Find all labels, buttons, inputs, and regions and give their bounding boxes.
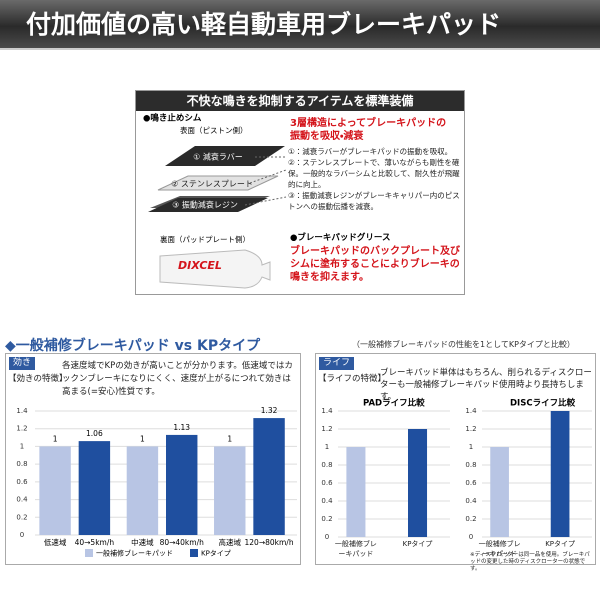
- comparison-title: ◆一般補修ブレーキパッド vs KPタイプ: [5, 338, 261, 354]
- value-label: 1: [140, 434, 145, 443]
- y-tick-label: 0.2: [321, 515, 332, 523]
- shim-layer-2: [157, 175, 279, 191]
- comparison-note: （一般補修ブレーキパッドの性能を1としてKPタイプと比較）: [352, 340, 575, 349]
- value-label: 1.32: [261, 406, 278, 415]
- y-tick-label: 1: [469, 443, 473, 451]
- bar: [214, 446, 246, 535]
- shim-layer-3: [148, 198, 268, 212]
- shim-layer-1: [165, 146, 285, 166]
- grease-tube: [159, 249, 271, 289]
- y-tick-label: 1.2: [465, 425, 476, 433]
- y-tick-label: 1: [20, 442, 24, 450]
- y-tick-label: 0: [469, 533, 473, 541]
- y-tick-label: 1.4: [465, 407, 477, 415]
- bar: [408, 429, 428, 537]
- x-tick-label: 高速域: [219, 537, 242, 547]
- life-panel: [315, 353, 596, 565]
- bar: [78, 441, 111, 535]
- brand-label: DIXCEL: [178, 259, 222, 272]
- chart-title: PADライフ比較: [363, 398, 425, 409]
- y-tick-label: 0.4: [321, 497, 333, 505]
- value-label: 1.06: [86, 429, 103, 438]
- y-tick-label: 0.4: [16, 496, 28, 504]
- bar: [39, 446, 71, 535]
- y-tick-label: 0.2: [465, 515, 476, 523]
- layer-label: ② ステンレスプレート: [171, 180, 253, 189]
- y-tick-label: 0.8: [321, 461, 332, 469]
- x-tick-label: 一般補修ブレーキパッド: [478, 540, 521, 558]
- feature-heading: 【効きの特徴】: [8, 374, 68, 384]
- footnote: ※ディスクローターは同一品を使用。ブレーキパッドの変更した時のディスクローターの…: [470, 552, 590, 572]
- x-tick-sublabel: 40→5km/h: [75, 538, 115, 547]
- value-label: 1: [227, 434, 232, 443]
- layer-label: ① 減衰ラバー: [193, 152, 243, 162]
- note: ③：振動減衰レジンがブレーキキャリパー内のピストンへの振動伝播を減衰。: [288, 191, 460, 211]
- layer-label: ③ 振動減衰レジン: [172, 200, 238, 210]
- x-tick-label: KPタイプ: [402, 540, 433, 548]
- y-tick-label: 0.8: [16, 460, 27, 468]
- chart-title: DISCライフ比較: [510, 398, 576, 409]
- value-label: 1: [53, 434, 58, 443]
- y-tick-label: 0.6: [465, 479, 477, 487]
- legend-label: KPタイプ: [201, 549, 231, 558]
- y-tick-label: 1.4: [321, 407, 333, 415]
- y-tick-label: 0.8: [465, 461, 476, 469]
- shim-lead: 3層構造によってブレーキパッドの振動を吸収・減衰: [290, 118, 447, 142]
- y-tick-label: 0.2: [16, 513, 27, 521]
- y-tick-label: 1.2: [16, 425, 27, 433]
- bar: [126, 446, 159, 535]
- x-tick-sublabel: 120→80km/h: [245, 538, 294, 547]
- x-tick-label: 一般補修ブレーキパッド: [334, 540, 377, 558]
- legend-swatch: [190, 549, 198, 557]
- legend-label: 一般補修ブレーキパッド: [96, 549, 173, 558]
- x-tick-label: KPタイプ: [545, 540, 575, 548]
- y-tick-label: 0.6: [16, 478, 28, 486]
- feature-heading: 【ライフの特徴】: [318, 374, 387, 384]
- note: ①：減衰ラバーがブレーキパッドの振動を吸収。: [288, 147, 453, 156]
- legend-swatch: [85, 549, 93, 557]
- bar: [490, 447, 509, 537]
- y-tick-label: 0.6: [321, 479, 333, 487]
- x-tick-label: 中速域: [131, 537, 154, 547]
- value-label: 1.13: [173, 423, 190, 432]
- y-tick-label: 1.2: [321, 425, 332, 433]
- feature-box: [135, 90, 465, 295]
- back-side: 裏面（パッドプレート側）: [160, 234, 250, 244]
- header-title: 付加価値の高い軽自動車用ブレーキパッド: [0, 0, 600, 50]
- y-tick-label: 0.4: [465, 497, 477, 505]
- y-tick-label: 1.4: [16, 407, 28, 415]
- x-tick-sublabel: 80→40km/h: [160, 538, 205, 547]
- bar: [550, 411, 570, 537]
- grease-text: ブレーキパッドのバックプレート及びシムに塗布することによりブレーキの鳴きを抑えま…: [290, 246, 460, 283]
- feature-text: 各速度域でKPの効きが高いことが分かります。低速域ではカックンブレーキになりにく…: [62, 361, 293, 397]
- y-tick-label: 0: [20, 531, 24, 539]
- x-tick-label: 低速域: [44, 537, 67, 547]
- bar: [166, 434, 198, 535]
- bar: [346, 447, 366, 537]
- tag: ライフ: [319, 357, 355, 370]
- y-tick-label: 1: [325, 443, 329, 451]
- leader: [244, 196, 287, 206]
- bar: [253, 418, 285, 535]
- front-side: 表面（ピストン側）: [180, 125, 248, 135]
- feature-title: 不快な鳴きを抑制するアイテムを標準装備: [136, 91, 464, 111]
- feature-text: ブレーキパッド単体はもちろん、削られるディスクローターも一般補修ブレーキパッド使…: [380, 368, 592, 402]
- braking-panel: [5, 353, 301, 565]
- shim-notes: ①：減衰ラバーがブレーキパッドの振動を吸収。 ②：ステンレスプレートで、薄いなが…: [288, 146, 460, 212]
- note: ②：ステンレスプレートで、薄いながらも剛性を確保。一般的なラバーシムと比較して、…: [288, 158, 460, 189]
- y-tick-label: 0: [325, 533, 329, 541]
- tag: 効き: [9, 357, 36, 370]
- grease-heading: ●ブレーキパッドグリース: [290, 233, 391, 243]
- shim-heading: ●鳴き止めシム: [143, 113, 202, 124]
